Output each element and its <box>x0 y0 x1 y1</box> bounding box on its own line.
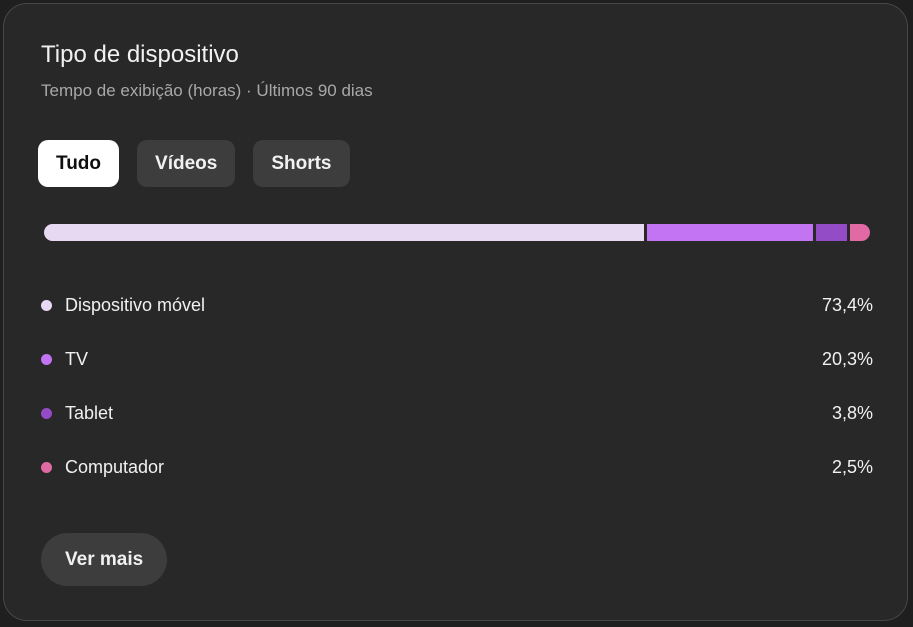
item-label: Dispositivo móvel <box>65 294 206 315</box>
color-dot-icon <box>41 461 52 473</box>
list-item: Tablet 3,8% <box>41 386 873 440</box>
item-label: Tablet <box>65 402 114 423</box>
card-title: Tipo de dispositivo <box>41 41 239 68</box>
tab-shorts[interactable]: Shorts <box>253 140 350 187</box>
item-value: 3,8% <box>831 402 873 423</box>
filter-tabs: Tudo Vídeos Shorts <box>38 140 350 187</box>
tab-tudo[interactable]: Tudo <box>38 140 120 187</box>
legend-list: Dispositivo móvel 73,4% TV 20,3% Tablet 3,8… <box>41 278 873 494</box>
bar-segment <box>815 224 847 241</box>
item-value: 2,5% <box>831 456 873 477</box>
item-value: 73,4% <box>821 294 873 315</box>
color-dot-icon <box>41 407 52 419</box>
item-value: 20,3% <box>821 348 873 369</box>
bar-segment <box>849 224 870 241</box>
card-subtitle: Tempo de exibição (horas) · Últimos 90 d… <box>41 81 373 100</box>
item-label: Computador <box>65 456 165 477</box>
list-item: Dispositivo móvel 73,4% <box>41 278 873 332</box>
bar-segment <box>646 224 813 241</box>
color-dot-icon <box>41 353 52 365</box>
item-label: TV <box>65 348 89 369</box>
list-item: TV 20,3% <box>41 332 873 386</box>
tab-videos[interactable]: Vídeos <box>137 140 236 187</box>
device-type-card: Tipo de dispositivo Tempo de exibição (h… <box>3 3 908 621</box>
stacked-share-bar <box>44 224 870 241</box>
bar-segment <box>44 224 644 241</box>
list-item: Computador 2,5% <box>41 440 873 494</box>
color-dot-icon <box>41 299 52 311</box>
see-more-button[interactable]: Ver mais <box>41 533 168 586</box>
